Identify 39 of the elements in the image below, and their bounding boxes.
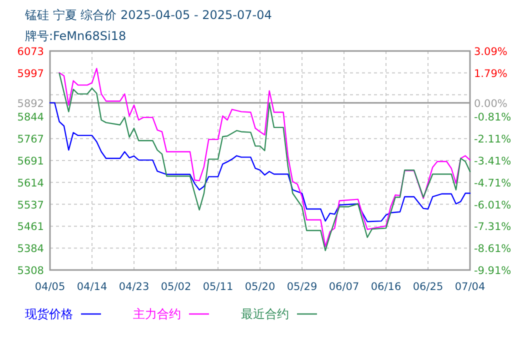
y-tick-label: 5384 — [17, 243, 44, 256]
y2-tick-label: -4.71% — [474, 177, 512, 190]
x-tick-label: 06/25 — [412, 281, 444, 293]
y-tick-label: 5308 — [17, 265, 44, 277]
y-tick-label: 5997 — [17, 68, 44, 80]
y-tick-label: 5691 — [17, 156, 44, 168]
x-tick-label: 04/23 — [118, 281, 150, 293]
y-tick-label: 5537 — [17, 199, 44, 212]
line-series — [49, 102, 471, 222]
y-tick-label: 5844 — [17, 112, 44, 124]
y2-tick-label: -0.81% — [474, 112, 512, 124]
x-tick-label: 07/04 — [454, 281, 486, 293]
x-tick-label: 06/16 — [370, 281, 402, 293]
x-tick-label: 05/29 — [286, 281, 318, 293]
y2-tick-label: 1.79% — [474, 68, 508, 80]
y-tick-label: 5614 — [17, 177, 44, 190]
y2-tick-label: -3.41% — [474, 156, 512, 168]
chart-title: 锰硅 宁夏 综合价 2025-04-05 - 2025-07-04 — [24, 8, 272, 22]
x-tick-label: 06/07 — [328, 281, 360, 293]
y-tick-label: 5461 — [17, 221, 44, 234]
y-tick-label: 5767 — [17, 134, 44, 146]
legend-label: 主力合约 — [133, 307, 181, 321]
chart-subtitle: 牌号:FeMn68Si18 — [25, 29, 126, 43]
x-tick-label: 05/20 — [244, 281, 276, 293]
y2-tick-label: -7.31% — [474, 221, 512, 234]
y2-tick-label: -9.91% — [474, 265, 512, 277]
legend-label: 最近合约 — [241, 307, 289, 321]
legend-label: 现货价格 — [25, 307, 73, 321]
y2-tick-label: 0.00% — [474, 98, 508, 110]
y2-tick-label: 3.09% — [474, 46, 508, 58]
y2-tick-label: -6.01% — [474, 199, 512, 212]
x-tick-label: 04/14 — [76, 281, 108, 293]
y-tick-label: 6073 — [17, 46, 44, 58]
x-tick-label: 05/11 — [202, 281, 234, 293]
x-tick-label: 04/05 — [34, 281, 66, 293]
y2-tick-label: -8.61% — [474, 243, 512, 256]
y-tick-label: 5892 — [17, 98, 44, 110]
y2-tick-label: -2.11% — [474, 134, 512, 146]
x-tick-label: 05/02 — [160, 281, 192, 293]
